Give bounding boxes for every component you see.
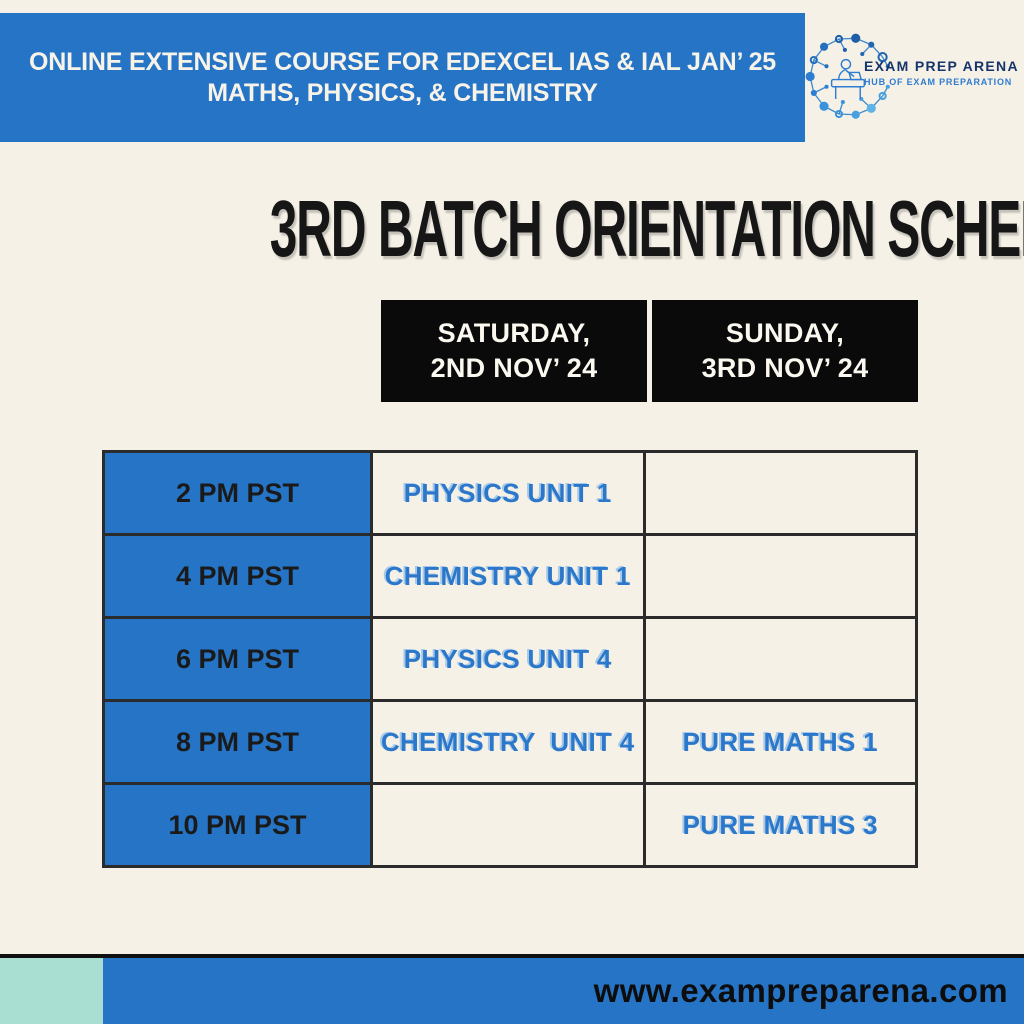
time-cell: 10 PM PST: [105, 785, 373, 865]
table-row: 4 PM PST CHEMISTRY UNIT 1: [105, 536, 915, 619]
saturday-cell: [373, 785, 646, 865]
sunday-cell: [646, 536, 916, 616]
top-banner: ONLINE EXTENSIVE COURSE FOR EDEXCEL IAS …: [0, 13, 805, 142]
time-cell: 4 PM PST: [105, 536, 373, 616]
day-label: SUNDAY,: [725, 318, 845, 348]
logo-name: EXAM PREP ARENA: [864, 58, 1019, 74]
day-label: SATURDAY,: [437, 318, 591, 348]
saturday-cell: CHEMISTRY UNIT 4: [373, 702, 646, 782]
table-row: 6 PM PST PHYSICS UNIT 4: [105, 619, 915, 702]
page-title-text: 3RD BATCH ORIENTATION SCHEDULE: [269, 184, 1024, 273]
saturday-cell: CHEMISTRY UNIT 1: [373, 536, 646, 616]
banner-line-1: ONLINE EXTENSIVE COURSE FOR EDEXCEL IAS …: [29, 47, 776, 76]
banner-line-2: MATHS, PHYSICS, & CHEMISTRY: [207, 78, 598, 107]
footer-divider: [0, 954, 1024, 958]
website-url: www.exampreparena.com: [593, 972, 1008, 1009]
time-cell: 6 PM PST: [105, 619, 373, 699]
page-title: 3RD BATCH ORIENTATION SCHEDULE: [0, 188, 1024, 270]
network-logo-icon: [805, 33, 890, 119]
schedule-table: 2 PM PST PHYSICS UNIT 1 4 PM PST CHEMIST…: [102, 450, 918, 868]
footer-bar: www.exampreparena.com: [0, 958, 1024, 1024]
saturday-cell: PHYSICS UNIT 1: [373, 453, 646, 533]
sunday-cell: [646, 453, 916, 533]
sunday-cell: PURE MATHS 3: [682, 809, 878, 840]
table-row: 8 PM PST CHEMISTRY UNIT 4 PURE MATHS 1: [105, 702, 915, 785]
date-label: 2ND NOV’ 24: [430, 353, 598, 383]
footer-accent-square: [0, 958, 103, 1024]
table-row: 10 PM PST PURE MATHS 3: [105, 785, 915, 865]
day-header-saturday: SATURDAY, 2ND NOV’ 24: [381, 300, 647, 402]
day-header-sunday: SUNDAY, 3RD NOV’ 24: [652, 300, 918, 402]
table-row: 2 PM PST PHYSICS UNIT 1: [105, 453, 915, 536]
date-label: 3RD NOV’ 24: [701, 353, 869, 383]
logo-tagline: HUB OF EXAM PREPARATION: [864, 77, 1013, 87]
sunday-cell: PURE MATHS 1: [682, 726, 878, 757]
time-cell: 8 PM PST: [105, 702, 373, 782]
brand-logo: EXAM PREP ARENA HUB OF EXAM PREPARATION: [800, 22, 1024, 134]
day-headers: SATURDAY, 2ND NOV’ 24 SUNDAY, 3RD NOV’ 2…: [381, 300, 918, 402]
sunday-cell: [646, 619, 916, 699]
student-at-desk-icon: [830, 58, 866, 99]
saturday-cell: PHYSICS UNIT 4: [373, 619, 646, 699]
time-cell: 2 PM PST: [105, 453, 373, 533]
